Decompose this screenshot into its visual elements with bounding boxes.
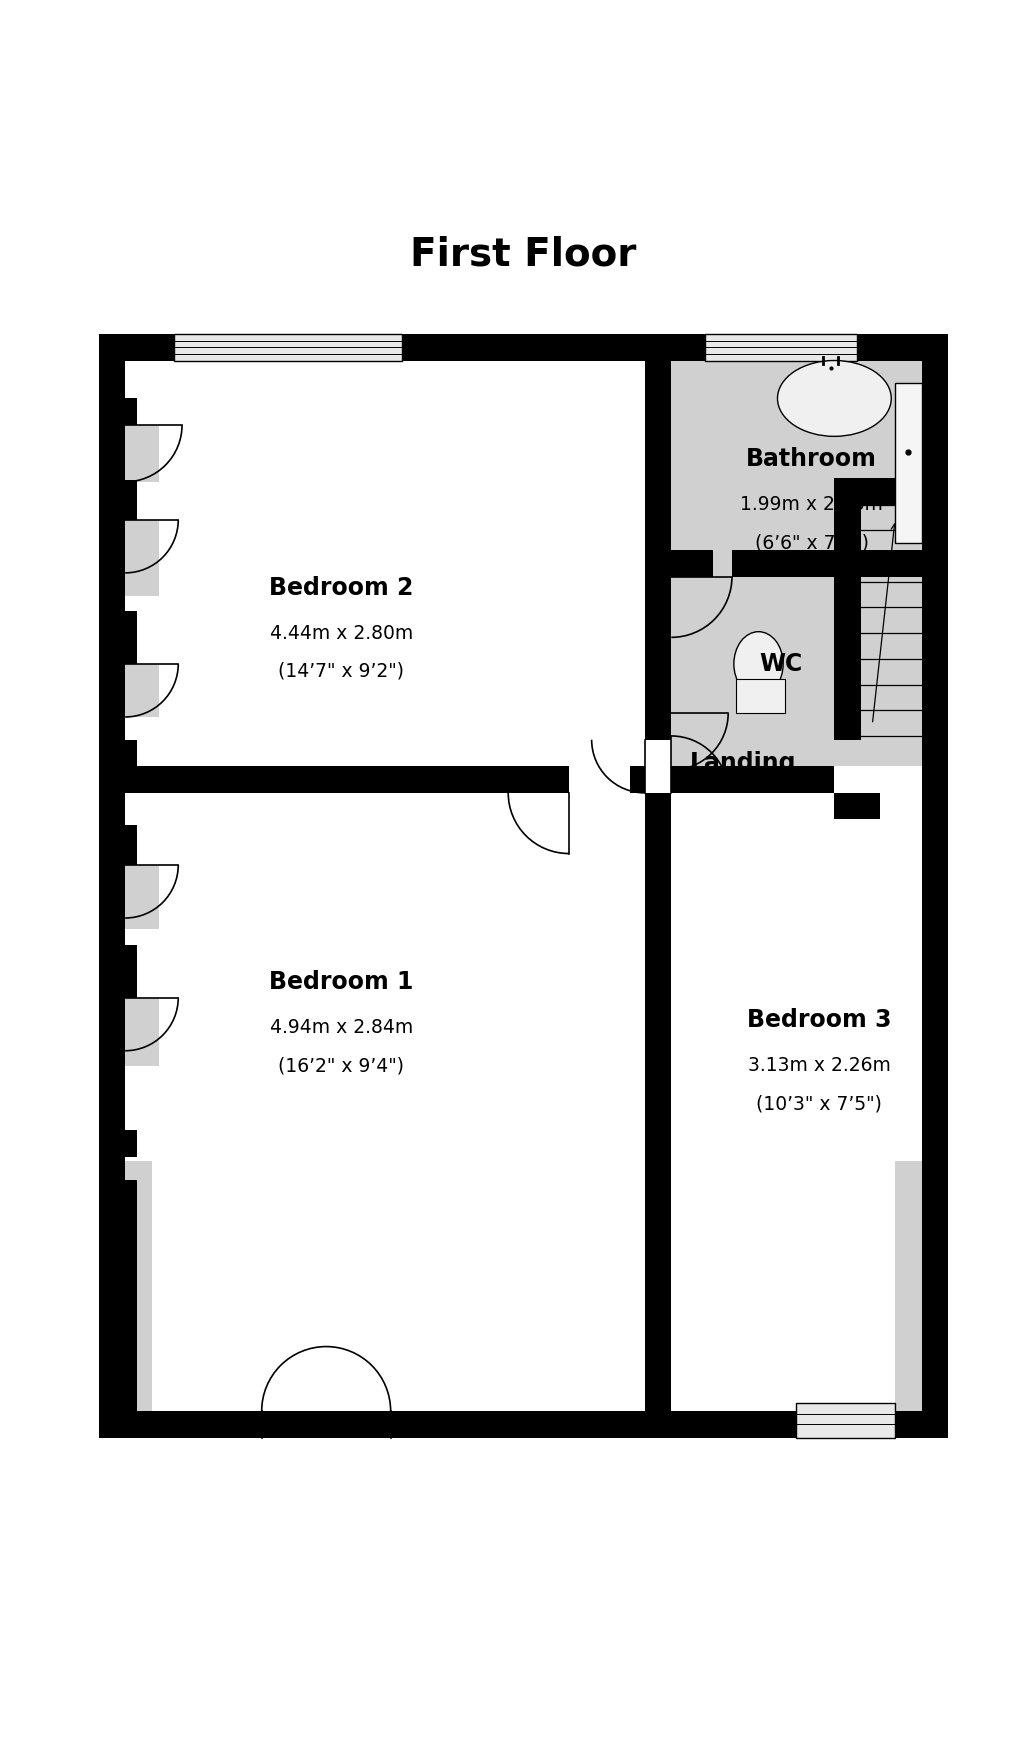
Bar xyxy=(98,998,160,1066)
Bar xyxy=(98,398,136,426)
Bar xyxy=(98,480,136,520)
Bar xyxy=(98,740,136,766)
Text: 3.13m x 2.26m: 3.13m x 2.26m xyxy=(748,1056,891,1075)
Bar xyxy=(98,361,125,1438)
Bar xyxy=(98,611,136,663)
Bar xyxy=(645,792,672,820)
Bar xyxy=(125,766,569,792)
Bar xyxy=(98,663,160,717)
Bar xyxy=(98,520,160,595)
Bar xyxy=(645,1412,672,1438)
Bar xyxy=(835,478,861,740)
Text: 4.94m x 2.84m: 4.94m x 2.84m xyxy=(269,1019,413,1038)
Ellipse shape xyxy=(734,632,783,696)
Bar xyxy=(98,1160,152,1412)
Text: (10’3" x 7’5"): (10’3" x 7’5") xyxy=(757,1094,882,1113)
Bar xyxy=(672,576,922,766)
Bar xyxy=(98,1412,948,1438)
Text: First Floor: First Floor xyxy=(411,236,637,274)
Text: WC: WC xyxy=(760,653,803,675)
Text: (14’7" x 9’2"): (14’7" x 9’2") xyxy=(279,661,404,681)
Bar xyxy=(672,766,835,792)
Text: Bedroom 2: Bedroom 2 xyxy=(269,576,414,600)
Text: 1.99m x 2.28m: 1.99m x 2.28m xyxy=(740,496,883,515)
Bar xyxy=(645,361,672,740)
Ellipse shape xyxy=(777,361,891,436)
Bar xyxy=(706,333,857,361)
Bar xyxy=(98,426,160,482)
Text: (16’2" x 9’4"): (16’2" x 9’4") xyxy=(279,1056,404,1075)
Bar xyxy=(835,792,861,820)
Bar xyxy=(835,792,880,820)
Bar xyxy=(895,384,922,543)
Bar xyxy=(125,361,922,1412)
Bar xyxy=(98,1180,136,1412)
Text: Bedroom 3: Bedroom 3 xyxy=(746,1009,892,1033)
Bar xyxy=(630,766,645,792)
Bar xyxy=(174,333,402,361)
Bar xyxy=(922,361,948,1438)
Bar xyxy=(98,825,136,866)
Bar xyxy=(895,1160,948,1412)
Bar xyxy=(732,550,922,576)
Text: Bathroom: Bathroom xyxy=(746,447,877,471)
Text: (6’6" x 7’6"): (6’6" x 7’6") xyxy=(755,532,868,551)
Bar xyxy=(736,679,785,714)
Text: Landing: Landing xyxy=(690,750,797,775)
Bar xyxy=(98,1131,136,1157)
Bar xyxy=(835,478,922,504)
Bar xyxy=(98,944,136,998)
Bar xyxy=(672,361,922,576)
Bar xyxy=(98,333,948,361)
Bar xyxy=(98,866,160,930)
Bar xyxy=(645,820,672,1412)
Text: Bedroom 1: Bedroom 1 xyxy=(269,970,414,995)
Text: 4.44m x 2.80m: 4.44m x 2.80m xyxy=(269,625,413,644)
Bar xyxy=(672,550,713,576)
Bar xyxy=(797,1403,895,1438)
